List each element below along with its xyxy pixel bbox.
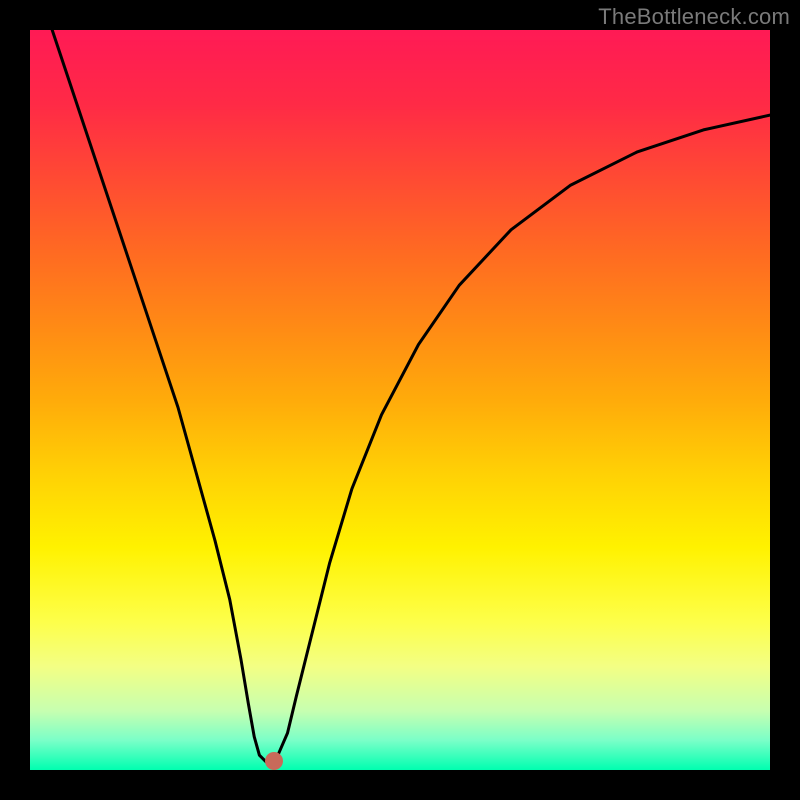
bottleneck-curve: [52, 30, 770, 763]
plot-area: [30, 30, 770, 770]
plot-frame: [30, 30, 770, 770]
curve-svg: [30, 30, 770, 770]
watermark-text: TheBottleneck.com: [598, 4, 790, 30]
optimum-marker: [265, 752, 283, 770]
